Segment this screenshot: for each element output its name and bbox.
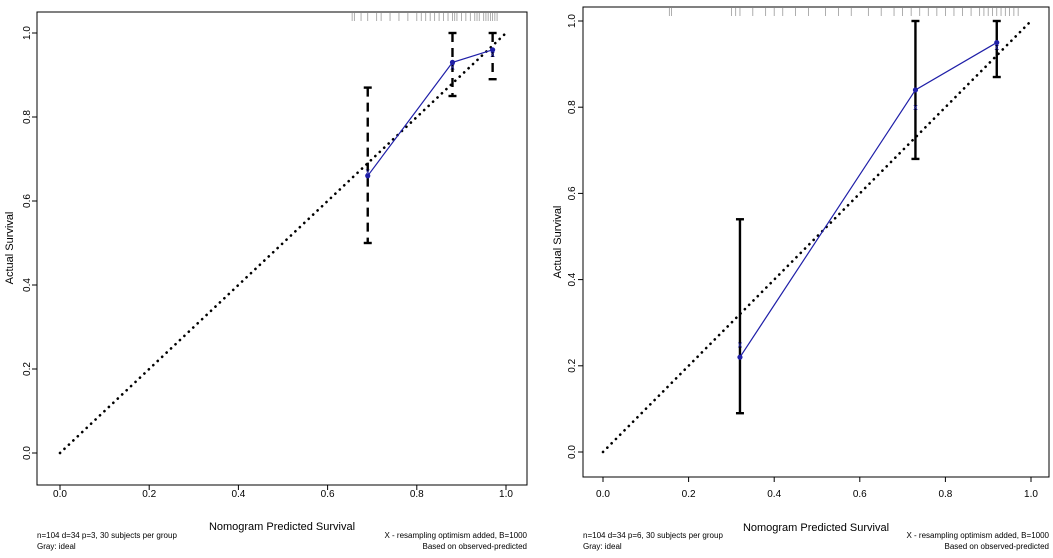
y-tick-label: 0.2: [567, 358, 578, 372]
corrected-mark: x: [995, 42, 1000, 52]
calibration-line: [739, 42, 998, 358]
x-axis-title: Nomogram Predicted Survival: [743, 522, 889, 534]
y-tick-label: 1.0: [22, 26, 33, 40]
plot-frame: [582, 6, 1050, 478]
note-left-1: n=104 d=34 p=3, 30 subjects per group: [37, 531, 177, 540]
y-tick-label: 0.0: [22, 446, 33, 460]
corrected-mark: x: [490, 49, 495, 59]
ideal-line: [58, 31, 508, 455]
corrected-marks: x x x: [365, 49, 495, 177]
data-point: [912, 87, 919, 93]
y-tick-label: 0.0: [567, 445, 578, 459]
data-point: [737, 354, 743, 360]
note-right-1: X - resampling optimism added, B=1000: [384, 531, 527, 540]
data-point: [365, 173, 371, 179]
corrected-marks: x x x: [738, 42, 1000, 349]
x-tick-label: 1.0: [499, 489, 513, 500]
note-right-2: Based on observed-predicted: [422, 542, 527, 551]
note-left-2: Gray: ideal: [37, 542, 76, 551]
y-tick-label: 0.8: [567, 100, 578, 114]
data-point: [490, 47, 496, 53]
x-tick-label: 0.4: [767, 489, 781, 500]
y-axis: 0.0 0.2 0.4 0.6 0.8 1.0: [567, 14, 583, 459]
y-axis: 0.0 0.2 0.4 0.6 0.8 1.0: [22, 26, 37, 460]
x-tick-label: 0.8: [938, 489, 952, 500]
x-axis: 0.0 0.2 0.4 0.6 0.8 1.0: [53, 485, 513, 500]
rug-marks: [668, 8, 1019, 16]
confidence-intervals: [363, 31, 497, 245]
observed-points: [737, 39, 1000, 360]
y-tick-label: 0.4: [567, 272, 578, 286]
x-tick-label: 0.8: [410, 489, 424, 500]
y-axis-title: Actual Survival: [552, 206, 564, 279]
x-tick-label: 0.0: [53, 489, 67, 500]
x-tick-label: 0.2: [682, 489, 696, 500]
x-tick-label: 0.6: [321, 489, 335, 500]
x-axis: 0.0 0.2 0.4 0.6 0.8 1.0: [596, 477, 1038, 500]
rug-marks: [351, 13, 498, 21]
y-tick-label: 0.6: [567, 186, 578, 200]
y-tick-label: 0.6: [22, 194, 33, 208]
corrected-mark: x: [913, 102, 918, 112]
y-tick-label: 0.4: [22, 278, 33, 292]
x-tick-label: 0.0: [596, 489, 610, 500]
data-point: [994, 39, 1000, 46]
y-tick-label: 0.8: [22, 110, 33, 124]
y-tick-label: 1.0: [567, 14, 578, 28]
calibration-line: [367, 49, 493, 177]
x-tick-label: 1.0: [1024, 489, 1038, 500]
note-left-2: Gray: ideal: [583, 542, 622, 551]
x-tick-label: 0.6: [853, 489, 867, 500]
corrected-mark: x: [738, 339, 743, 349]
y-tick-label: 0.2: [22, 362, 33, 376]
data-point: [449, 59, 456, 65]
observed-points: [365, 47, 496, 179]
note-right-1: X - resampling optimism added, B=1000: [906, 531, 1049, 540]
x-axis-title: Nomogram Predicted Survival: [209, 521, 355, 533]
note-left-1: n=104 d=34 p=6, 30 subjects per group: [583, 531, 723, 540]
confidence-intervals: [735, 19, 1001, 415]
corrected-mark: x: [450, 62, 455, 72]
corrected-mark: x: [365, 167, 370, 177]
y-axis-title: Actual Survival: [4, 212, 16, 285]
x-tick-label: 0.2: [142, 489, 156, 500]
calibration-plot-right: 0.0 0.2 0.4 0.6 0.8 1.0 0.00.20.40.60.81.0 xx…: [552, 6, 1050, 551]
x-tick-label: 0.4: [231, 489, 245, 500]
note-right-2: Based on observed-predicted: [944, 542, 1049, 551]
ideal-line: [601, 19, 1033, 454]
calibration-plot-left: 0.0 0.2 0.4 0.6 0.8 1.0 0.00.20.40.60.81.0 xx…: [4, 11, 528, 551]
plot-frame: [36, 11, 528, 486]
